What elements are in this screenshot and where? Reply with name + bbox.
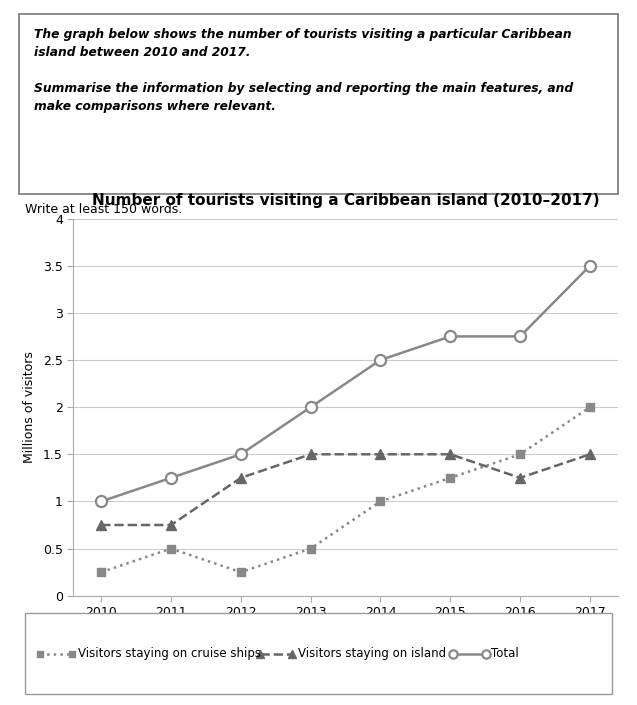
Text: The graph below shows the number of tourists visiting a particular Caribbean
isl: The graph below shows the number of tour… — [34, 28, 573, 114]
Text: Visitors staying on island: Visitors staying on island — [298, 647, 446, 661]
Total — [517, 332, 524, 341]
Visitors staying on island — [307, 450, 315, 458]
Total — [586, 262, 594, 270]
Visitors staying on cruise ships — [97, 568, 105, 577]
FancyBboxPatch shape — [25, 613, 612, 694]
Text: Write at least 150 words.: Write at least 150 words. — [25, 203, 183, 216]
Visitors staying on island — [167, 521, 175, 529]
Line: Visitors staying on island: Visitors staying on island — [96, 449, 595, 530]
Visitors staying on cruise ships — [517, 450, 524, 458]
Visitors staying on cruise ships — [376, 497, 384, 505]
Visitors staying on cruise ships — [307, 544, 315, 553]
Total — [97, 497, 105, 505]
Visitors staying on island — [517, 474, 524, 482]
Total — [376, 356, 384, 364]
Title: Number of tourists visiting a Caribbean island (2010–2017): Number of tourists visiting a Caribbean … — [92, 192, 599, 208]
Visitors staying on island — [237, 474, 245, 482]
Text: Visitors staying on cruise ships: Visitors staying on cruise ships — [78, 647, 261, 661]
Total — [237, 450, 245, 458]
Visitors staying on island — [97, 521, 105, 529]
Line: Visitors staying on cruise ships: Visitors staying on cruise ships — [97, 403, 594, 576]
Visitors staying on island — [586, 450, 594, 458]
Total — [447, 332, 454, 341]
Y-axis label: Millions of visitors: Millions of visitors — [23, 351, 36, 463]
Visitors staying on island — [376, 450, 384, 458]
Visitors staying on cruise ships — [586, 403, 594, 411]
Total — [167, 474, 175, 482]
Text: Total: Total — [491, 647, 519, 661]
Visitors staying on cruise ships — [447, 474, 454, 482]
Total — [307, 403, 315, 411]
Visitors staying on island — [447, 450, 454, 458]
Line: Total: Total — [96, 260, 596, 507]
FancyBboxPatch shape — [19, 14, 618, 194]
Visitors staying on cruise ships — [237, 568, 245, 577]
Visitors staying on cruise ships — [167, 544, 175, 553]
